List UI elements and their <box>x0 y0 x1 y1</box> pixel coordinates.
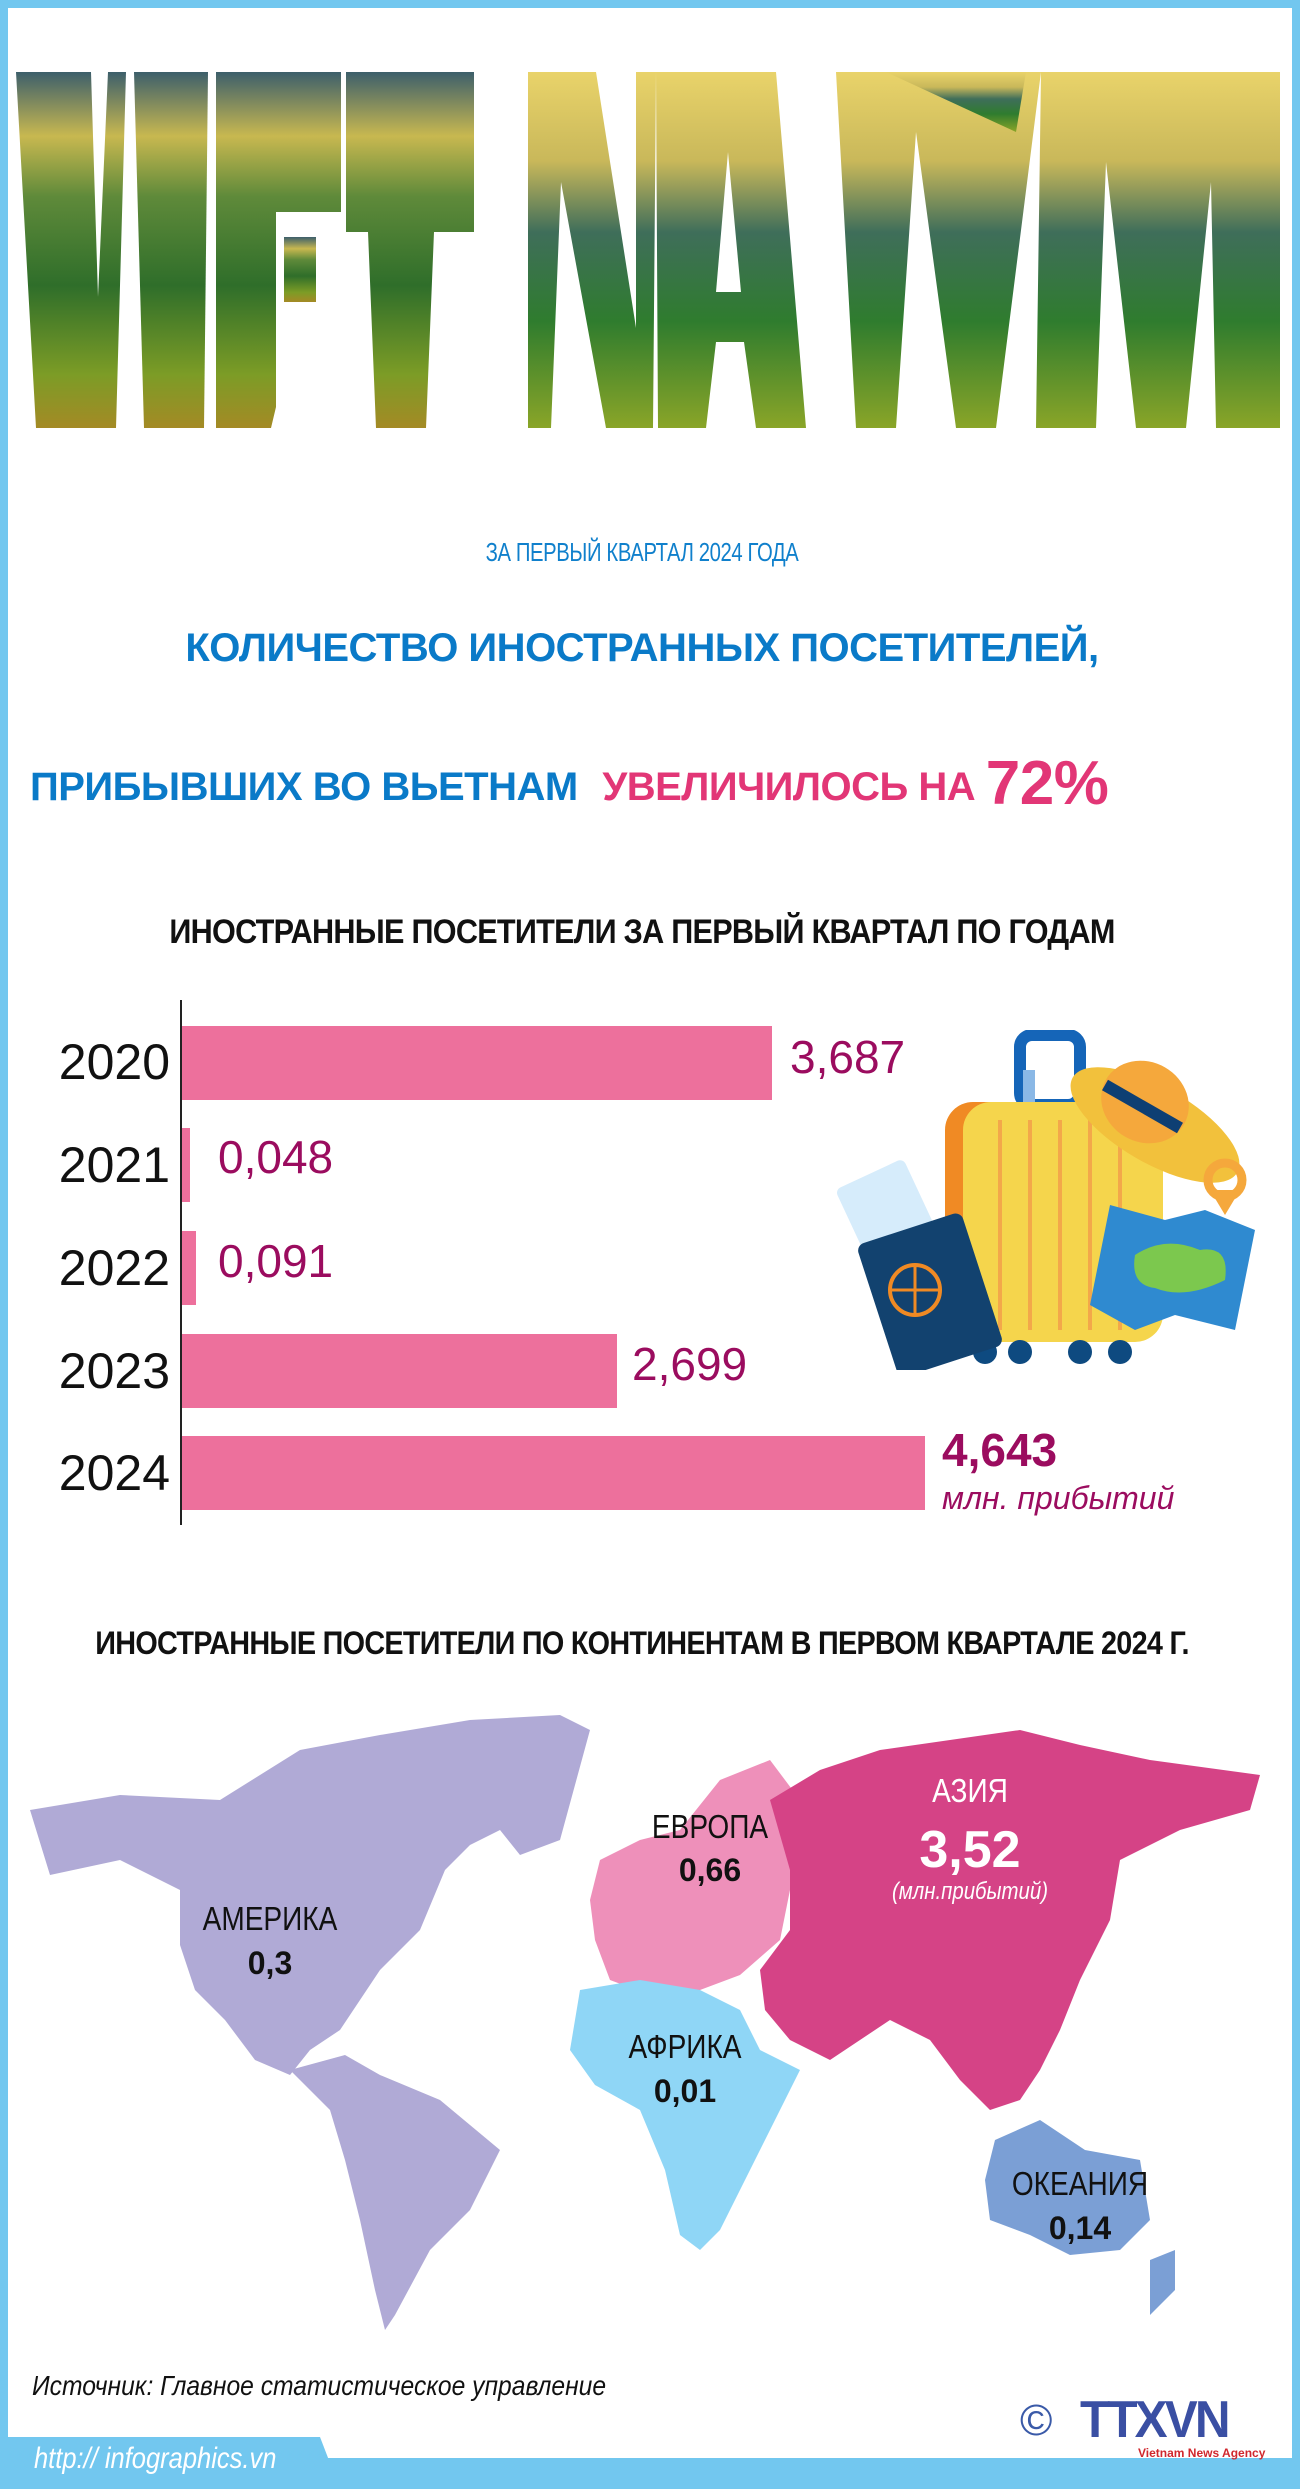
year-label-2021: 2021 <box>58 1137 170 1193</box>
headline-percentage: 72% <box>985 749 1109 818</box>
bar-2024 <box>182 1436 925 1510</box>
bar-chart-title: ИНОСТРАННЫЕ ПОСЕТИТЕЛИ ЗА ПЕРВЫЙ КВАРТАЛ… <box>169 913 1115 951</box>
ttxvn-logo: © TTXVN Vietnam News Agency <box>1020 2390 1280 2460</box>
website-link[interactable]: http:// infographics.vn <box>34 2442 277 2475</box>
logo-text: TTXVN <box>1080 2391 1231 2449</box>
url-tab <box>0 2437 340 2489</box>
america-label: АМЕРИКА <box>202 1900 338 1937</box>
oceania-label: ОКЕАНИЯ <box>1011 2165 1149 2202</box>
bar-chart-axis <box>180 1000 182 1525</box>
year-label-2020: 2020 <box>58 1034 170 1090</box>
source-text: Источник: Главное статистическое управле… <box>32 2370 607 2401</box>
bar-2020 <box>182 1026 772 1100</box>
america-shape <box>30 1715 590 2075</box>
bar-2022 <box>182 1231 196 1305</box>
travel-luggage-illustration <box>835 1029 1265 1377</box>
headline-blue-part: ПРИБЫВШИХ ВО ВЬЕТНАМ <box>30 765 578 809</box>
bar-2021 <box>182 1128 190 1202</box>
africa-label: АФРИКА <box>628 2028 742 2065</box>
oceania-value: 0,14 <box>1048 2210 1112 2246</box>
year-label-2023: 2023 <box>58 1343 170 1399</box>
value-2021: 0,048 <box>218 1131 334 1183</box>
value-2023: 2,699 <box>632 1338 748 1390</box>
europe-value: 0,66 <box>678 1852 742 1888</box>
copyright-icon: © <box>1020 2396 1053 2445</box>
asia-shape <box>760 1730 1260 2110</box>
year-label-2022: 2022 <box>58 1240 170 1296</box>
subtitle: ЗА ПЕРВЫЙ КВАРТАЛ 2024 ГОДА <box>485 537 799 567</box>
map-section-title: ИНОСТРАННЫЕ ПОСЕТИТЕЛИ ПО КОНТИНЕНТАМ В … <box>95 1625 1189 1661</box>
headline-pink-part: УВЕЛИЧИЛОСЬ НА <box>602 765 976 809</box>
value-2024: 4,643 <box>942 1424 1058 1476</box>
hero-viet-nam-title <box>16 72 1280 428</box>
bar-2023 <box>182 1334 617 1408</box>
value-2022: 0,091 <box>218 1235 334 1287</box>
year-label-2024: 2024 <box>58 1445 170 1501</box>
asia-label: АЗИЯ <box>932 1772 1008 1809</box>
africa-shape <box>570 1980 800 2250</box>
europe-label: ЕВРОПА <box>651 1808 769 1845</box>
logo-subtext: Vietnam News Agency <box>1138 2446 1266 2460</box>
headline-line-2: ПРИБЫВШИХ ВО ВЬЕТНАМ УВЕЛИЧИЛОСЬ НА 72% <box>30 748 1109 819</box>
bar-chart-unit: млн. прибытий <box>942 1480 1175 1516</box>
america-value: 0,3 <box>247 1945 293 1981</box>
world-map <box>0 1690 1284 2340</box>
oceania-shape <box>985 2120 1150 2255</box>
europe-shape <box>590 1760 800 1995</box>
africa-value: 0,01 <box>653 2073 717 2109</box>
value-2020: 3,687 <box>790 1031 906 1083</box>
asia-unit: (млн.прибытий) <box>891 1878 1049 1905</box>
asia-value: 3,52 <box>919 1821 1021 1879</box>
headline-line-1: КОЛИЧЕСТВО ИНОСТРАННЫХ ПОСЕТИТЕЛЕЙ, <box>185 626 1099 670</box>
